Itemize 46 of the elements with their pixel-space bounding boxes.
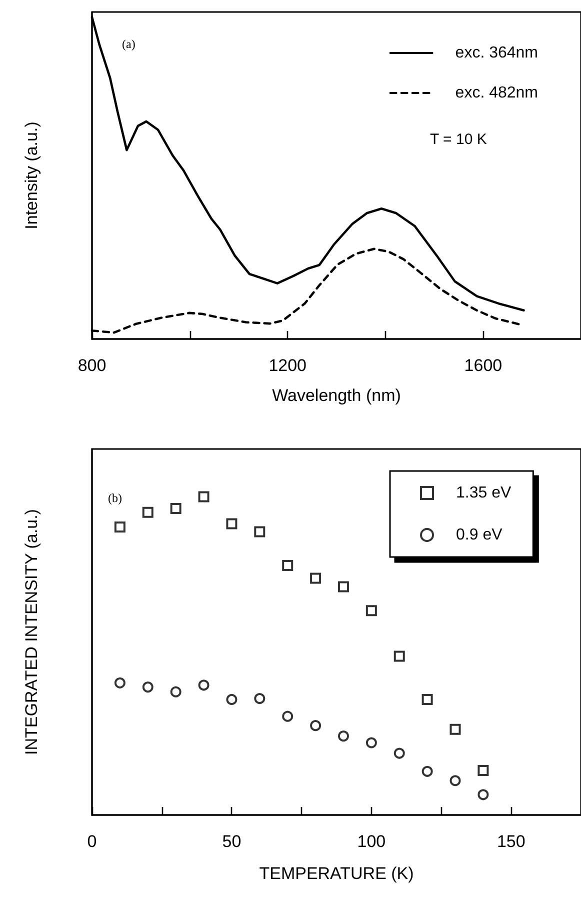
point <box>142 682 154 693</box>
x-tick-label: 0 <box>87 832 97 851</box>
legend-label: exc. 364nm <box>455 44 538 62</box>
y-axis-title: INTEGRATED INTENSITY (a.u.) <box>22 509 41 755</box>
point <box>338 581 349 592</box>
point <box>226 518 238 530</box>
point <box>282 710 294 722</box>
point <box>394 748 405 759</box>
point <box>394 650 405 662</box>
point <box>422 766 433 777</box>
x-tick-label: 1600 <box>464 356 502 375</box>
point <box>422 694 433 705</box>
point <box>170 686 182 698</box>
x-axis-title: TEMPERATURE (K) <box>259 864 414 883</box>
point <box>254 693 266 704</box>
point <box>478 764 489 776</box>
legend-label: 0.9 eV <box>456 526 503 544</box>
point <box>450 775 461 786</box>
point <box>282 560 294 571</box>
x-tick-label: 100 <box>357 832 386 851</box>
point <box>170 503 182 514</box>
legend-label: exc. 482nm <box>455 84 538 102</box>
point <box>142 506 154 518</box>
y-axis-title: Intensity (a.u.) <box>22 122 41 230</box>
point <box>366 605 377 616</box>
point <box>310 572 322 584</box>
x-tick-label: 800 <box>78 356 106 375</box>
point <box>226 694 238 705</box>
x-tick-label: 150 <box>496 832 526 851</box>
x-tick-label: 1200 <box>268 356 307 375</box>
point <box>450 724 461 735</box>
point <box>114 521 126 532</box>
point <box>198 680 210 691</box>
x-tick-label: 50 <box>222 832 242 851</box>
point <box>478 789 489 800</box>
x-axis-title: Wavelength (nm) <box>272 386 401 405</box>
legend-label: 1.35 eV <box>456 484 512 502</box>
point <box>338 730 349 742</box>
point <box>254 526 266 538</box>
point <box>198 491 210 502</box>
point <box>366 737 377 748</box>
point <box>114 677 126 688</box>
annotation: (b) <box>108 491 122 505</box>
point <box>310 720 322 732</box>
annotation: (a) <box>122 37 136 51</box>
annotation: T = 10 K <box>430 131 487 148</box>
